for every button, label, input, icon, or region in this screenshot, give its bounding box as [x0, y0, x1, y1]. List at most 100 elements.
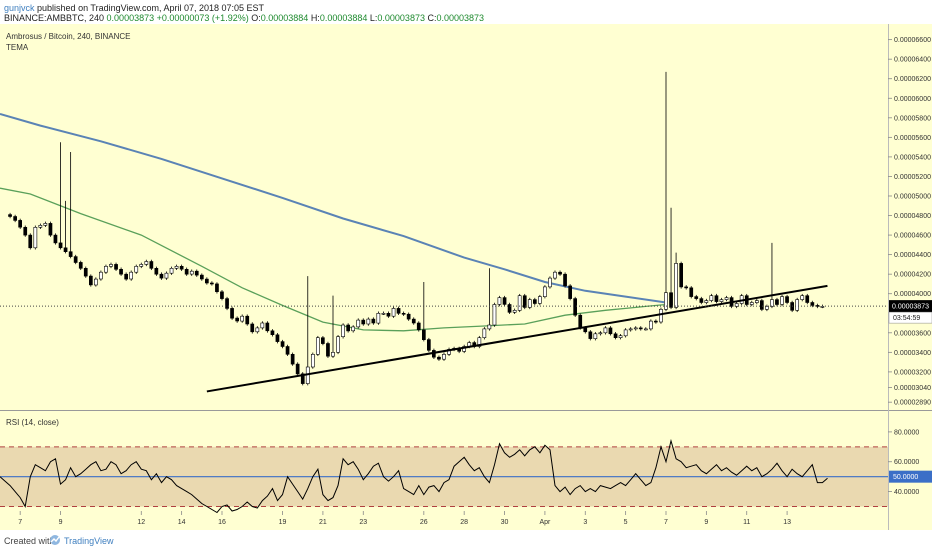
high-value: 0.00003884 [319, 13, 368, 23]
candle-body [295, 363, 300, 375]
candle-body [709, 295, 714, 301]
candle-body [780, 296, 784, 305]
candle-body [492, 304, 497, 326]
candle-body [608, 327, 613, 335]
candle-body [749, 302, 754, 305]
candle-body [8, 214, 12, 217]
candle-body [89, 275, 93, 286]
candle-body [532, 299, 537, 304]
candle-body [114, 264, 118, 270]
candle-body [33, 227, 38, 249]
candle-body [290, 353, 295, 365]
candle-body [487, 324, 492, 330]
candle-body [174, 266, 179, 269]
last-price-tag-label: 0.00003873 [892, 304, 929, 311]
ohlc-line: BINANCE:AMBBTC, 240 0.00003873 +0.000000… [4, 13, 484, 23]
price-axis-label: 0.00006600 [894, 37, 931, 44]
candle-body [270, 330, 275, 335]
time-axis-label: 7 [664, 519, 668, 526]
low-label: L: [369, 13, 378, 23]
candle-body [275, 334, 280, 342]
candle-body [260, 322, 265, 329]
candle-body [664, 292, 668, 310]
candle-body [73, 256, 78, 263]
candle-body [653, 320, 658, 323]
publish-line: gunjvck published on TradingView.com, Ap… [4, 3, 264, 13]
time-axis-label: 19 [279, 519, 287, 526]
price-axis-label: 0.00003040 [894, 385, 931, 392]
time-axis-label: 14 [178, 519, 186, 526]
price-chart[interactable]: 0.00006600 0.00006400 0.00006200 0.00006000… [0, 24, 932, 530]
candle-body [633, 327, 638, 330]
candle-body [189, 270, 194, 275]
price-axis-label: 0.00004600 [894, 233, 931, 240]
rsi-value-tag-label: 50.0000 [893, 474, 918, 481]
published-text: published on TradingView.com, April 07, … [37, 3, 265, 13]
candle-body [537, 296, 542, 304]
candle-body [225, 298, 229, 309]
candle-body [346, 324, 351, 332]
time-axis-label: 23 [359, 519, 367, 526]
price-axis-label: 0.00004800 [894, 213, 931, 220]
candle-body [502, 297, 507, 305]
candle-body [129, 271, 134, 280]
time-axis-label: Apr [539, 519, 551, 526]
candle-body [134, 266, 139, 273]
price-axis-label: 0.00004400 [894, 252, 931, 259]
candle-body [386, 312, 391, 317]
time-axis-label: 30 [501, 519, 509, 526]
candle-body [356, 319, 361, 328]
created-with-text: Created with [4, 536, 55, 546]
open-label: O: [251, 13, 261, 23]
candle-body [437, 356, 441, 360]
candle-body [119, 269, 123, 275]
candle-body [230, 308, 234, 319]
candle-body [558, 271, 562, 275]
indicator-name: TEMA [6, 43, 29, 52]
candle-body [613, 333, 618, 338]
candle-body [759, 300, 764, 310]
candle-body [310, 353, 315, 368]
candle-body [210, 282, 214, 285]
candle-body [401, 312, 406, 315]
footer: Created with TradingView [0, 530, 932, 550]
candle-body [754, 300, 759, 303]
price-axis-label: 0.00003400 [894, 350, 931, 357]
candle-body [482, 328, 487, 338]
candle-body [381, 312, 386, 315]
candle-body [588, 331, 593, 339]
candle-body [341, 324, 345, 337]
candle-body [573, 298, 577, 316]
open-value: 0.00003884 [260, 13, 309, 23]
candle-body [391, 308, 396, 317]
price-axis-label: 0.00003200 [894, 369, 931, 376]
candle-body [628, 328, 633, 331]
tradingview-link[interactable]: TradingView [64, 536, 114, 546]
price-axis-label: 0.00003600 [894, 330, 931, 337]
candle-body [124, 273, 128, 280]
price-change: +0.00000073 (+1.92%) [156, 13, 249, 23]
candle-body [104, 266, 108, 273]
time-axis-label: 3 [583, 519, 587, 526]
candle-body [78, 262, 83, 269]
candle-body [775, 299, 779, 305]
candle-body [83, 268, 88, 277]
candle-body [331, 351, 335, 357]
countdown-tag [888, 311, 932, 324]
candle-body [164, 272, 169, 279]
ascending-trendline [206, 284, 828, 393]
fast-moving-average-line [0, 187, 667, 332]
price-axis-label: 0.00006400 [894, 57, 931, 64]
candle-body [578, 314, 583, 329]
chart-title: Ambrosus / Bitcoin, 240, BINANCE [6, 32, 131, 41]
author-link[interactable]: gunjvck [4, 3, 35, 13]
candle-body [179, 266, 184, 270]
candle-body [336, 336, 340, 353]
candle-body [169, 268, 174, 274]
last-price: 0.00003873 [106, 13, 155, 23]
candle-body [265, 322, 270, 332]
price-axis-label: 0.00005800 [894, 115, 931, 122]
candle-body [810, 302, 815, 306]
time-axis-label: 9 [704, 519, 708, 526]
candle-body [48, 223, 53, 236]
